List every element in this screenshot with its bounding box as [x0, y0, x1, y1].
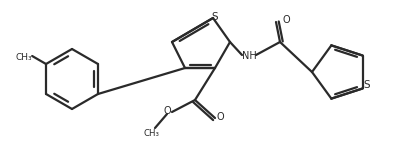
Text: CH₃: CH₃ — [143, 130, 159, 139]
Text: O: O — [282, 15, 290, 25]
Text: S: S — [364, 80, 370, 91]
Text: NH: NH — [242, 51, 256, 61]
Text: CH₃: CH₃ — [16, 54, 32, 63]
Text: S: S — [212, 12, 218, 22]
Text: O: O — [216, 112, 224, 122]
Text: O: O — [163, 106, 171, 116]
